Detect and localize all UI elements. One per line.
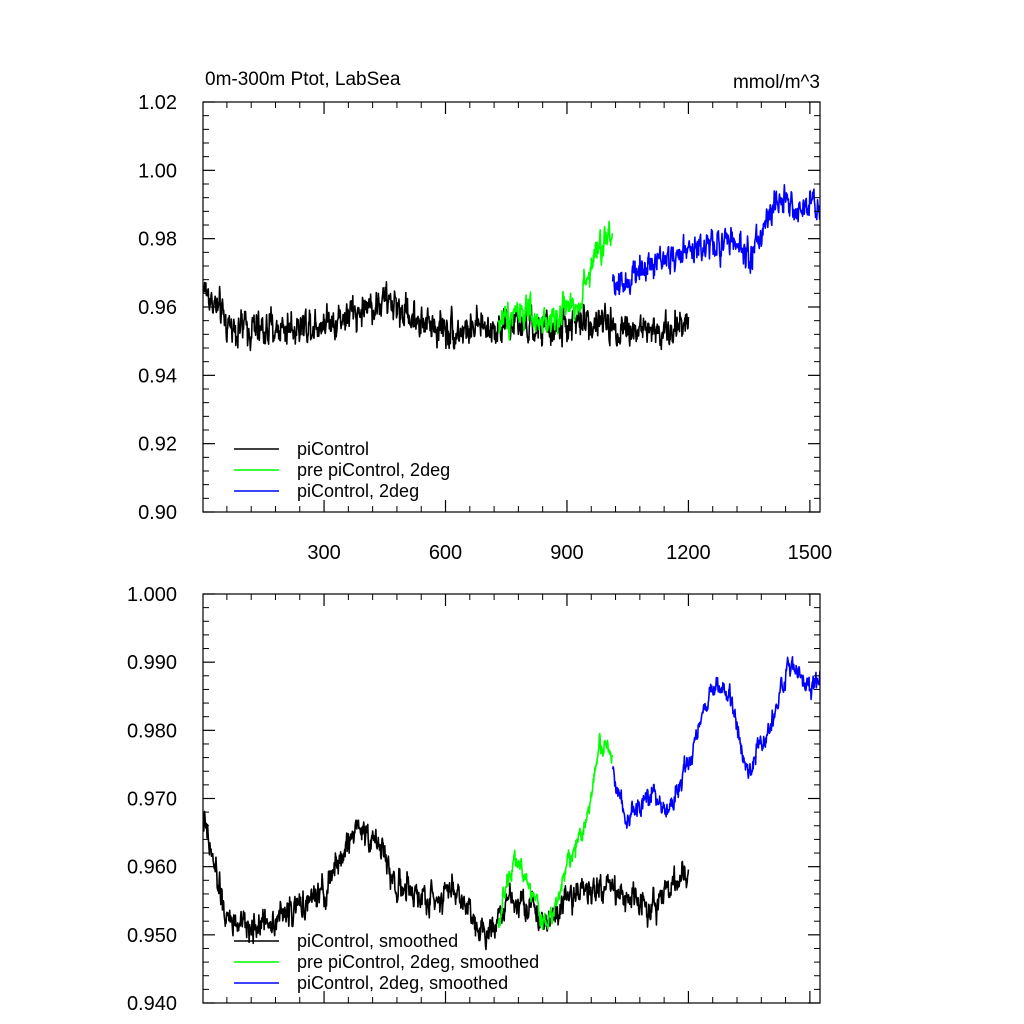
legend-label-pre-picontrol-2deg-smoothed: pre piControl, 2deg, smoothed [297,952,539,972]
x-tick-label: 300 [307,542,340,564]
units-label: mmol/m^3 [733,72,820,93]
y-tick-label: 0.90 [138,502,177,524]
y-tick-label: 1.000 [127,584,177,606]
top-panel: 0.90 0.92 0.94 0.96 0.98 1.00 1.02 300 600 900 120… [138,69,832,564]
chart-title: 0m-300m Ptot, LabSea [205,69,401,90]
x-tick-label: 600 [429,542,462,564]
y-tick-label: 1.00 [138,160,177,182]
y-tick-label: 0.92 [138,434,177,456]
series-line-picontrol-2deg-smoothed [611,655,820,829]
series-group [203,655,820,951]
series-line-pre-picontrol-2deg-smoothed [497,732,614,930]
legend-label-picontrol-2deg-smoothed: piControl, 2deg, smoothed [297,973,508,993]
y-tick-label: 1.02 [138,92,177,114]
y-tick-label: 0.98 [138,229,177,251]
series-line-picontrol-smoothed [203,810,690,951]
y-tick-label: 0.960 [127,857,177,879]
y-tick-label: 0.950 [127,925,177,947]
y-tick-label: 0.940 [127,993,177,1015]
x-tick-label: 1200 [666,542,711,564]
x-tick-label: 1500 [788,542,833,564]
y-tick-label: 0.980 [127,720,177,742]
plot-frame [202,593,821,1004]
series-group [203,183,820,352]
legend-label-picontrol: piControl [297,439,369,459]
legend-label-picontrol-2deg: piControl, 2deg [297,481,419,501]
series-line-picontrol [203,280,690,352]
series-line-picontrol-2deg [611,183,820,296]
bottom-panel: 0.940 0.950 0.960 0.970 0.980 0.990 1.000 piCon… [127,584,821,1015]
plot-frame [202,101,821,513]
y-tick-label: 0.94 [138,365,177,387]
y-tick-label: 0.990 [127,652,177,674]
x-tick-label: 900 [550,542,583,564]
series-line-pre-picontrol-2deg [497,220,614,341]
legend-label-pre-picontrol-2deg: pre piControl, 2deg [297,460,450,480]
legend-label-picontrol-smoothed: piControl, smoothed [297,931,458,951]
y-tick-label: 0.970 [127,789,177,811]
y-tick-label: 0.96 [138,297,177,319]
